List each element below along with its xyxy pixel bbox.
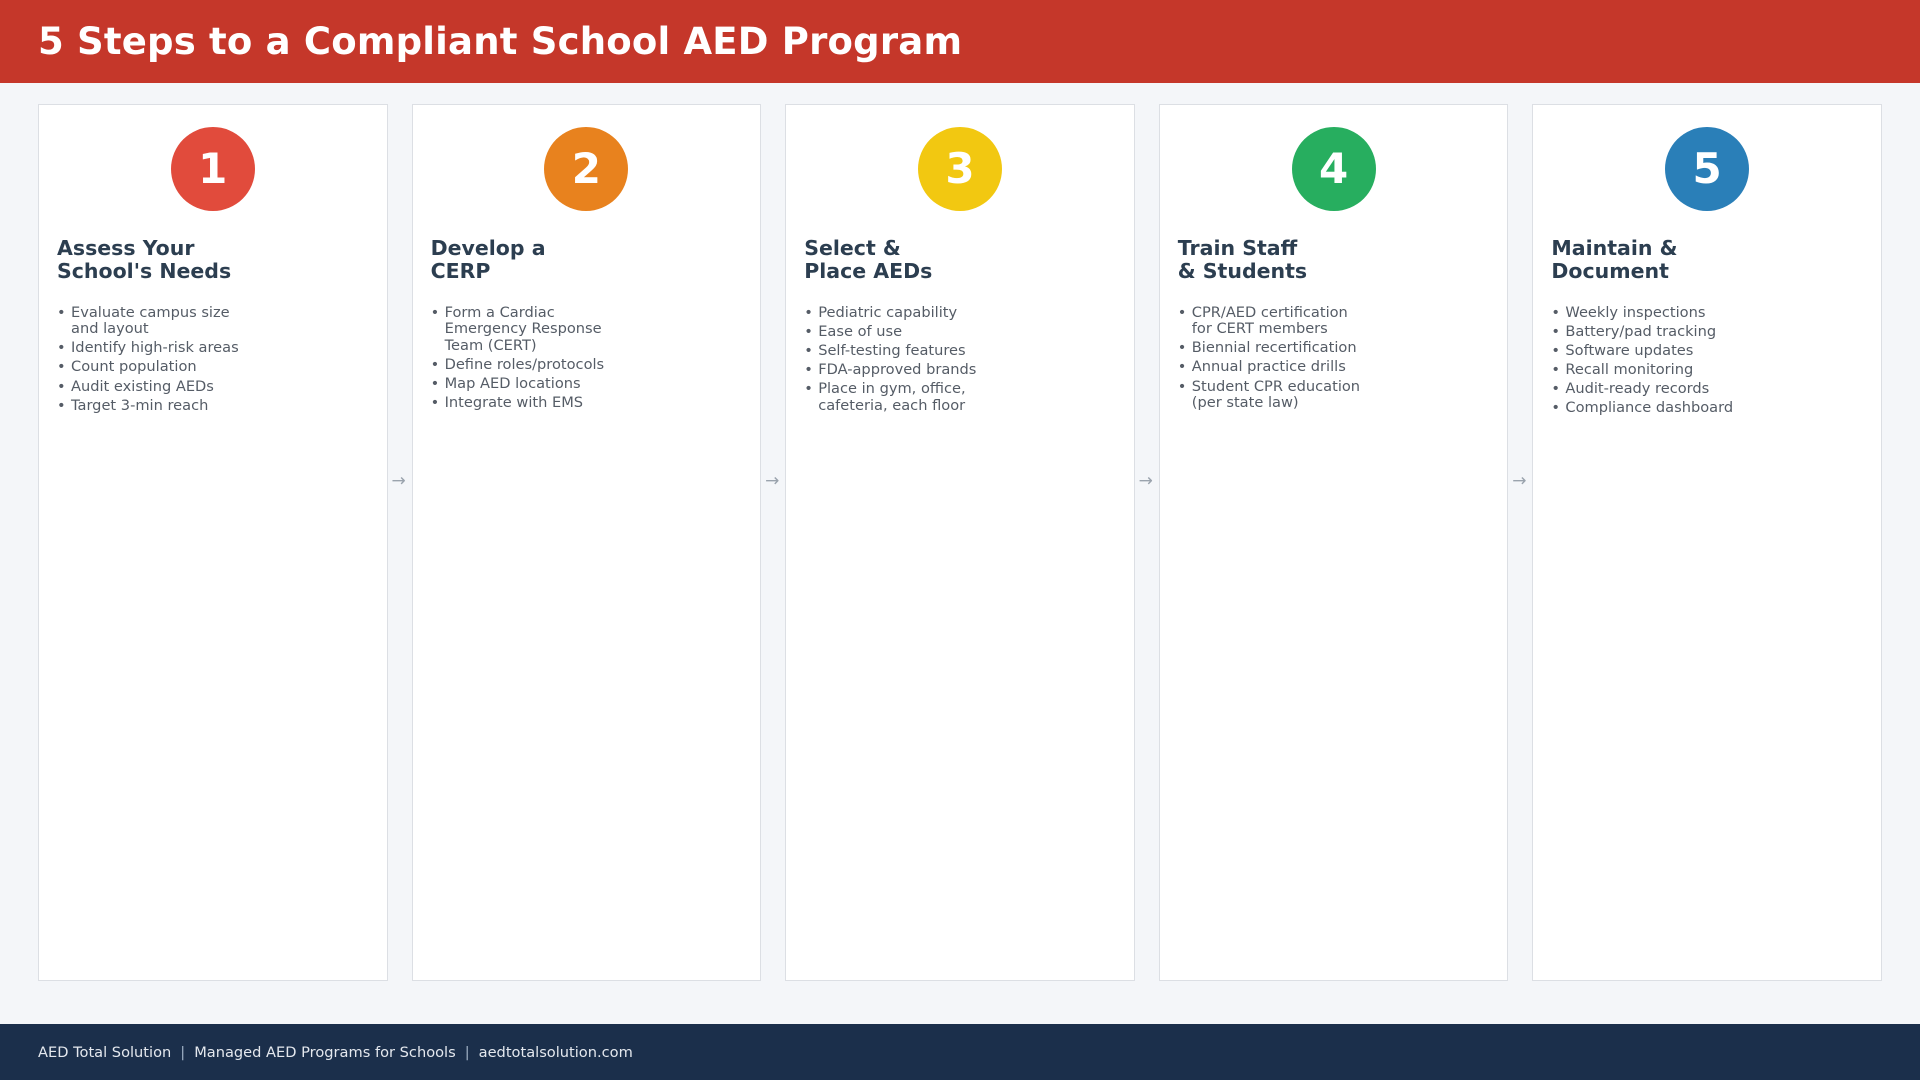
card-body: 2 Develop a CERP Form a Cardiac Emergency … — [411, 104, 762, 981]
bullet-item: Form a Cardiac Emergency Response Team (… — [431, 304, 743, 355]
arrow-right-icon: → — [391, 471, 406, 491]
arrow-right-icon: → — [765, 471, 780, 491]
steps-section: 1 Assess Your School's Needs Evaluate camp… — [0, 83, 1920, 1024]
bullet-item: Weekly inspections — [1551, 304, 1863, 322]
bullet-item: Define roles/protocols — [431, 356, 743, 374]
bullet-item: Audit-ready records — [1551, 380, 1863, 398]
bullet-item: Biennial recertification — [1178, 340, 1490, 357]
step-number-badge: 1 — [170, 127, 255, 211]
step-bullet-list: Weekly inspectionsBattery/pad trackingSo… — [1551, 304, 1863, 420]
bullet-item: Target 3-min reach — [57, 397, 369, 415]
step-title: Maintain & Document — [1551, 236, 1678, 283]
bullet-item: Battery/pad tracking — [1551, 323, 1863, 341]
bullet-item: Integrate with EMS — [431, 394, 743, 412]
step-card-3: 3 Select & Place AEDs Pediatric capability… — [785, 104, 1153, 981]
badge-row: 3 — [804, 127, 1116, 211]
arrow-right-icon: → — [1138, 471, 1153, 491]
bullet-item: Ease of use — [804, 323, 1116, 341]
step-bullet-list: Form a Cardiac Emergency Response Team (… — [431, 304, 743, 415]
header-bar: 5 Steps to a Compliant School AED Progra… — [0, 0, 1920, 83]
step-title: Develop a CERP — [430, 236, 546, 283]
card-body: 4 Train Staff & Students CPR/AED certifica… — [1158, 104, 1509, 981]
bullet-item: Place in gym, office, cafeteria, each fl… — [804, 380, 1116, 414]
footer-bar: AED Total Solution | Managed AED Program… — [0, 1024, 1920, 1080]
step-title: Assess Your School's Needs — [57, 236, 232, 283]
step-number-badge: 3 — [917, 127, 1002, 211]
footer-tagline: Managed AED Programs for Schools — [194, 1043, 456, 1061]
step-bullet-list: Pediatric capabilityEase of useSelf-test… — [804, 304, 1116, 417]
bullet-item: Count population — [57, 359, 369, 376]
step-bullet-list: Evaluate campus size and layout Identify … — [57, 304, 369, 417]
bullet-item: Self-testing features — [804, 342, 1116, 360]
step-card-1: 1 Assess Your School's Needs Evaluate camp… — [38, 104, 406, 981]
card-body: 1 Assess Your School's Needs Evaluate camp… — [38, 104, 388, 981]
bullet-item: Pediatric capability — [804, 304, 1116, 322]
step-bullet-list: CPR/AED certification for CERT members Bi… — [1178, 304, 1490, 415]
arrow-right-icon: → — [1512, 471, 1527, 491]
bullet-item: Evaluate campus size and layout — [57, 304, 369, 338]
footer-separator-2: | — [464, 1043, 470, 1061]
step-card-4: 4 Train Staff & Students CPR/AED certifica… — [1158, 104, 1527, 981]
bullet-item: Annual practice drills — [1178, 359, 1490, 376]
footer-website[interactable]: aedtotalsolution.com — [478, 1043, 633, 1061]
step-title: Train Staff & Students — [1177, 236, 1308, 283]
footer-separator-1: | — [180, 1043, 186, 1061]
bullet-item: Identify high-risk areas — [57, 340, 369, 357]
bullet-item: Software updates — [1551, 342, 1863, 360]
bullet-item: Student CPR education (per state law) — [1178, 378, 1490, 412]
bullet-item: FDA-approved brands — [804, 361, 1116, 379]
card-body: 5 Maintain & Document Weekly inspectionsBa… — [1532, 104, 1882, 981]
bullet-item: CPR/AED certification for CERT members — [1178, 304, 1490, 338]
badge-row: 2 — [431, 127, 743, 211]
step-number-badge: 4 — [1291, 127, 1376, 211]
card-body: 3 Select & Place AEDs Pediatric capability… — [785, 104, 1135, 981]
page-title: 5 Steps to a Compliant School AED Progra… — [38, 20, 963, 63]
step-number-badge: 5 — [1665, 127, 1750, 211]
badge-row: 5 — [1551, 127, 1863, 211]
bullet-item: Compliance dashboard — [1551, 399, 1863, 417]
steps-container: 1 Assess Your School's Needs Evaluate camp… — [38, 104, 1882, 981]
bullet-item: Map AED locations — [431, 375, 743, 393]
step-title: Select & Place AEDs — [804, 236, 933, 283]
step-number-badge: 2 — [544, 127, 629, 211]
step-card-2: 2 Develop a CERP Form a Cardiac Emergency … — [411, 104, 779, 981]
badge-row: 4 — [1178, 127, 1490, 211]
footer-brand: AED Total Solution — [38, 1043, 172, 1061]
footer-content: AED Total Solution | Managed AED Program… — [0, 1044, 633, 1061]
bullet-item: Audit existing AEDs — [57, 378, 369, 396]
badge-row: 1 — [57, 127, 369, 211]
bullet-item: Recall monitoring — [1551, 361, 1863, 379]
step-card-5: 5 Maintain & Document Weekly inspectionsBa… — [1532, 104, 1882, 981]
